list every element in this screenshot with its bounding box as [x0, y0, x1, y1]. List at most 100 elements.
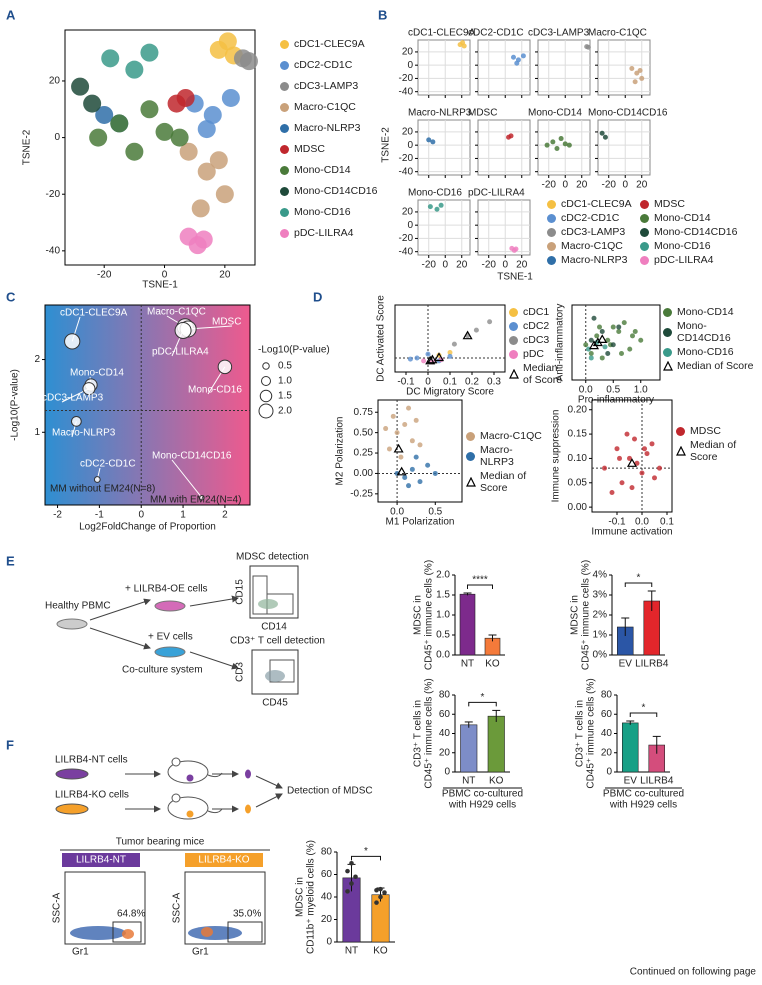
tag-text: LILRB4-KO: [198, 855, 249, 866]
data-point: [409, 466, 415, 472]
y-tick-label: -20: [46, 189, 61, 200]
diagram-text: + EV cells: [148, 632, 193, 643]
data-point: [447, 353, 453, 359]
significance: *: [642, 703, 646, 714]
size-legend-label: 2.0: [278, 406, 292, 417]
tumor: [245, 804, 251, 814]
gate-value: 35.0%: [233, 909, 261, 920]
significance-bracket: [467, 584, 493, 589]
data-point: [197, 162, 216, 181]
data-point: [386, 446, 392, 452]
data-point: [447, 349, 453, 355]
data-point: [562, 141, 568, 147]
annotation: MM without EM24(N=8): [50, 484, 155, 495]
data-point: [566, 142, 572, 148]
y-axis-label: -Log10(P-value): [10, 369, 21, 441]
size-legend-marker: [261, 376, 271, 386]
data-point: [83, 94, 102, 113]
diagram-text: CD3⁺ T cell detection: [230, 636, 325, 647]
data-point: [125, 60, 144, 79]
data-point: [629, 485, 635, 491]
arrow: [255, 793, 283, 808]
x-tick-label: 0: [562, 180, 568, 191]
x-tick-label: -1: [95, 510, 104, 521]
x-axis-label: TSNE-1: [142, 280, 178, 291]
x-tick-label: EV: [624, 776, 638, 787]
axis-label: CD3: [235, 662, 246, 682]
x-axis-label: Log2FoldChange of Proportion: [79, 522, 216, 533]
y-tick-label: 4%: [593, 570, 608, 581]
facet-title: Macro-C1QC: [588, 28, 647, 39]
flow-plot: [184, 871, 266, 945]
bar: [487, 715, 505, 773]
y-tick-label: 80: [601, 690, 613, 701]
y-axis-label: CD45⁺ immune cells (%): [581, 560, 592, 670]
median-marker: [626, 458, 638, 467]
diagram-text: MDSC detection: [236, 552, 309, 563]
data-point: [602, 465, 607, 471]
data-point: [616, 324, 622, 330]
median-marker: [393, 443, 404, 453]
point-label: Mono-CD16: [188, 385, 242, 396]
x-tick-label: 1.0: [634, 385, 648, 396]
data-point: [140, 100, 159, 119]
data-point: [588, 355, 594, 361]
facet-title: Macro-NLRP3: [408, 108, 472, 119]
x-tick-label: KO: [373, 946, 388, 957]
data-point: [345, 889, 350, 894]
size-legend-label: 0.5: [278, 361, 292, 372]
axis-label: CD15: [235, 579, 246, 605]
y-tick-label: 80: [439, 690, 451, 701]
data-point: [378, 886, 383, 892]
point-label: MDSC: [212, 317, 241, 328]
data-point: [473, 327, 479, 333]
bubble: [71, 415, 82, 427]
data-point: [155, 122, 174, 141]
y-tick-label: 0: [606, 767, 612, 778]
y-tick-label: 0.0: [436, 650, 450, 661]
cell-cloud: [201, 927, 213, 937]
data-point: [394, 430, 400, 436]
tag-text: LILRB4-NT: [76, 855, 126, 866]
annotation: MM with EM24(N=4): [150, 495, 241, 506]
x-tick-label: 0.0: [390, 507, 404, 518]
data-point: [614, 446, 620, 452]
data-point: [632, 328, 638, 334]
x-tick-label: 0.2: [465, 377, 479, 388]
diagram-text: + LILRB4-OE cells: [125, 584, 208, 595]
y-tick-label: 60: [321, 869, 333, 880]
x-axis-label: M1 Polarization: [386, 517, 455, 528]
data-point: [550, 139, 556, 145]
x-tick-label: NT: [345, 946, 358, 957]
x-tick-label: -0.1: [397, 377, 415, 388]
data-point: [417, 479, 423, 485]
y-tick-label: 1: [34, 427, 40, 438]
data-point: [638, 337, 644, 343]
data-point: [101, 49, 120, 68]
significance-bracket: [351, 855, 381, 861]
arrow: [189, 651, 239, 670]
plot-frame: [591, 399, 673, 513]
data-point: [209, 151, 228, 170]
y-tick-label: 0%: [593, 650, 608, 661]
x-tick-label: 0: [162, 270, 168, 281]
x-axis-label: DC Migratory Score: [406, 387, 494, 398]
facet-title: cDC1-CLEC9A: [408, 28, 476, 39]
data-point: [89, 128, 108, 147]
x-tick-label: -0.1: [608, 517, 626, 528]
point-label: cDC1-CLEC9A: [60, 308, 128, 319]
y-tick-label: 0.20: [568, 404, 588, 415]
y-tick-label: 40: [601, 728, 613, 739]
median-marker: [425, 355, 436, 365]
dish: [55, 768, 89, 780]
y-tick-label: -40: [399, 166, 414, 177]
data-point: [349, 860, 354, 866]
data-point: [414, 355, 420, 361]
data-point: [597, 324, 602, 330]
y-tick-label: 60: [601, 709, 613, 720]
x-note: PBMC co-cultured: [603, 789, 684, 800]
bubble: [82, 382, 96, 396]
point-label: Mono-CD14CD16: [152, 451, 232, 462]
data-point: [170, 128, 189, 147]
x-tick-label: 20: [576, 180, 588, 191]
